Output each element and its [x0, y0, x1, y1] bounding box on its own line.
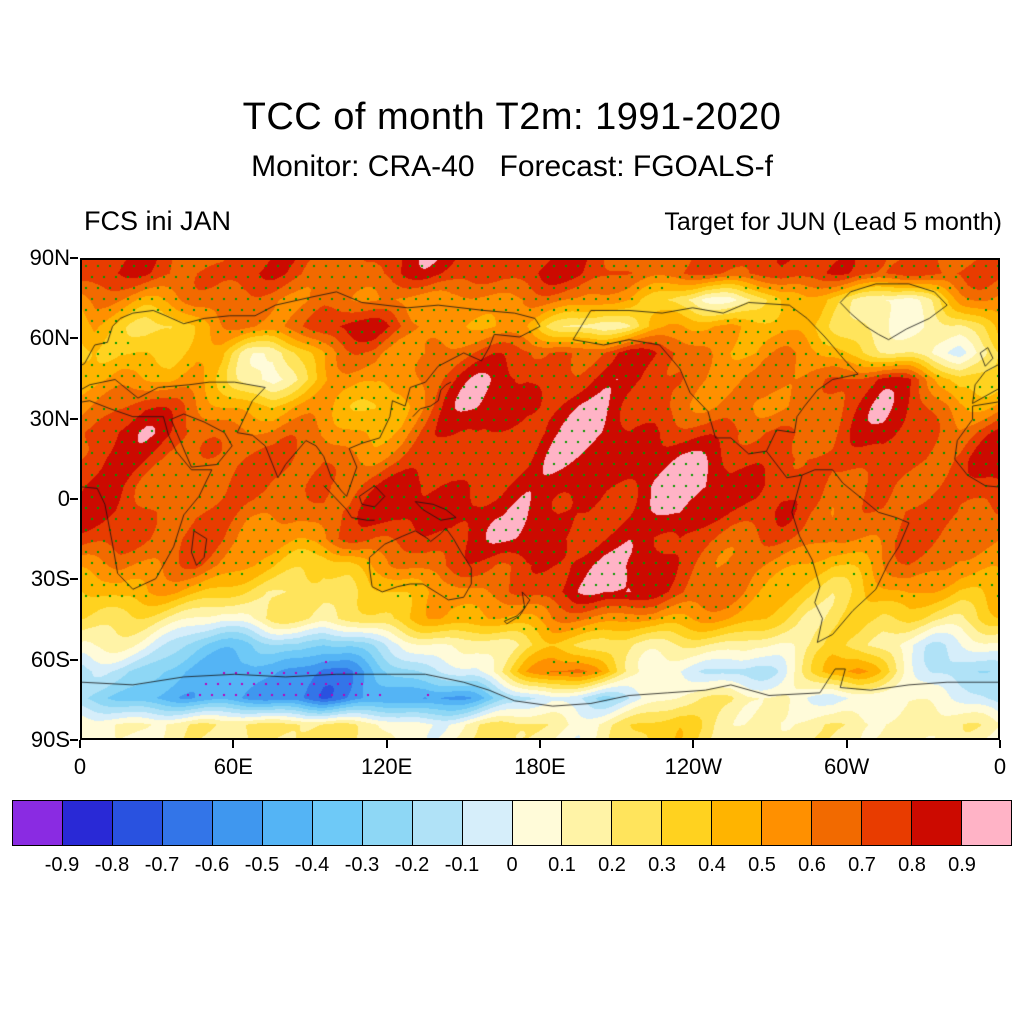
lon-tick-mark: [845, 740, 848, 748]
map-plot-frame: [80, 258, 1000, 740]
lat-tick-label: 30S: [30, 566, 70, 592]
lon-tick-label: 120W: [664, 754, 723, 779]
colorbar-cell: [361, 800, 413, 846]
lon-tick-mark: [999, 740, 1001, 748]
lon-tick-mark: [539, 740, 541, 748]
colorbar-tick-label: 0.8: [898, 854, 926, 876]
colorbar-cell: [211, 800, 263, 846]
colorbar-tick-label: 0: [506, 854, 518, 876]
colorbar-cell: [461, 800, 513, 846]
colorbar: [12, 800, 1013, 846]
colorbar-cell: [61, 800, 113, 846]
colorbar-tick-label: -0.8: [94, 854, 130, 876]
lat-tick-mark: [70, 498, 78, 500]
colorbar-tick-label: 0.4: [698, 854, 726, 876]
colorbar-cell: [611, 800, 663, 846]
tcc-heatmap-canvas: [82, 260, 998, 738]
lat-tick-mark: [70, 417, 78, 420]
lat-tick-label: 30N: [29, 405, 70, 431]
lat-tick-label: 0: [57, 486, 70, 511]
lon-tick-mark: [385, 740, 388, 748]
colorbar-tick-label: -0.7: [144, 854, 180, 876]
colorbar-cell: [12, 800, 63, 846]
colorbar-cell: [961, 800, 1013, 846]
lat-tick-mark: [70, 337, 78, 340]
lat-tick-mark: [70, 257, 78, 259]
lon-tick-label: 180E: [514, 754, 566, 779]
colorbar-tick-label: -0.6: [194, 854, 230, 876]
colorbar-tick-label: 0.7: [848, 854, 876, 876]
colorbar-tick-label: -0.5: [244, 854, 280, 876]
colorbar-cell: [711, 800, 763, 846]
colorbar-tick-label: 0.1: [548, 854, 576, 876]
colorbar-cell: [511, 800, 563, 846]
colorbar-cell: [311, 800, 363, 846]
colorbar-cell: [811, 800, 863, 846]
colorbar-tick-label: 0.5: [748, 854, 776, 876]
lon-tick-mark: [692, 740, 695, 748]
lon-tick-label: 60W: [824, 754, 870, 779]
target-month-label: Target for JUN (Lead 5 month): [664, 208, 1002, 236]
lat-tick-label: 90N: [29, 245, 70, 270]
colorbar-cell: [861, 800, 913, 846]
init-month-label: FCS ini JAN: [84, 206, 232, 236]
colorbar-cell: [561, 800, 613, 846]
figure-title: TCC of month T2m: 1991-2020: [242, 96, 782, 138]
colorbar-cell: [661, 800, 713, 846]
colorbar-tick-label: -0.9: [44, 854, 80, 876]
colorbar-cell: [161, 800, 213, 846]
figure-subtitle: Monitor: CRA-40 Forecast: FGOALS-f: [251, 150, 773, 183]
lat-tick-label: 60S: [30, 646, 70, 672]
colorbar-tick-label: -0.4: [294, 854, 330, 876]
colorbar-cell: [261, 800, 313, 846]
colorbar-tick-label: 0.2: [598, 854, 626, 876]
colorbar-tick-label: -0.1: [444, 854, 480, 876]
lon-tick-label: 120E: [360, 754, 413, 779]
lat-tick-mark: [70, 578, 78, 581]
lon-tick-mark: [79, 740, 81, 748]
lon-tick-label: 0: [73, 754, 87, 779]
lon-tick-label: 60E: [213, 754, 253, 779]
colorbar-cell: [761, 800, 813, 846]
lat-tick-label: 60N: [29, 325, 70, 351]
lon-tick-label: 0: [993, 754, 1007, 779]
colorbar-cell: [111, 800, 163, 846]
colorbar-tick-label: -0.2: [394, 854, 430, 876]
colorbar-cell: [411, 800, 463, 846]
lon-tick-mark: [232, 740, 235, 748]
colorbar-tick-label: 0.9: [948, 854, 976, 876]
colorbar-tick-label: 0.3: [648, 854, 676, 876]
lat-tick-mark: [70, 739, 78, 741]
lat-tick-mark: [70, 658, 78, 661]
lat-tick-label: 90S: [30, 727, 70, 752]
colorbar-cell: [911, 800, 963, 846]
colorbar-tick-label: -0.3: [344, 854, 380, 876]
colorbar-tick-label: 0.6: [798, 854, 826, 876]
